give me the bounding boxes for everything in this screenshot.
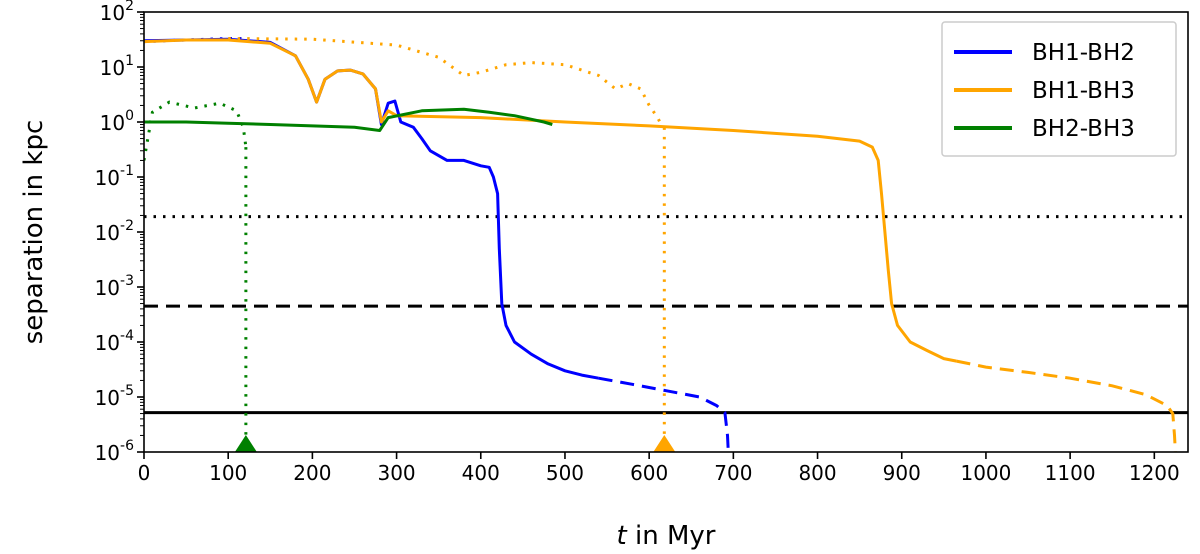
x-tick-label: 900 [883,461,921,485]
legend: BH1-BH2 BH1-BH3 BH2-BH3 [941,21,1177,157]
legend-box [941,21,1177,157]
series-bh1-bh3-line [144,38,957,363]
x-tick-label: 1200 [1129,461,1180,485]
plot-area [144,37,1188,452]
x-tick-label: 1000 [960,461,1011,485]
x-tick-label: 800 [798,461,836,485]
series-bh1-bh2-line [144,37,599,380]
marker-triangle-2 [653,435,676,452]
series-bh1-bh2-dashed [598,376,730,452]
y-tick-label: 10-4 [95,328,135,355]
axes: 0 100 200 300 400 500 600 700 800 900 1000 1100 1200… [95,0,1189,485]
x-tick-label: 300 [377,461,415,485]
y-tick-label: 10-3 [95,273,134,300]
y-tick-label: 100 [100,108,134,135]
y-tick-label: 10-6 [95,438,135,465]
series-bh2-bh3-dotted [144,100,248,161]
x-tick-label: 200 [293,461,331,485]
x-tick-label: 600 [630,461,668,485]
y-axis-title: separation in kpc [19,120,49,345]
legend-label-bh1-bh2: BH1-BH2 [1032,40,1135,66]
legend-label-bh1-bh3: BH1-BH3 [1032,78,1135,104]
series-bh1-bh3-dashed [956,359,1177,452]
x-tick-label: 0 [138,461,151,485]
series-bh1-bh3-dotted [228,37,664,128]
x-tick-label: 400 [462,461,500,485]
x-tick-label: 1100 [1045,461,1096,485]
series-bh2-bh3-line [144,107,553,132]
x-tick-label: 500 [546,461,584,485]
x-tick-label: 100 [209,461,247,485]
x-tick-label: 700 [714,461,752,485]
marker-triangle-1 [234,435,257,452]
y-tick-label: 101 [100,53,134,80]
y-tick-label: 10-2 [95,218,134,245]
y-tick-label: 102 [100,0,134,25]
y-tick-label: 10-5 [95,383,134,410]
legend-label-bh2-bh3: BH2-BH3 [1032,116,1135,142]
y-tick-label: 10-1 [95,163,134,190]
x-axis-title: t in Myr [617,521,716,551]
